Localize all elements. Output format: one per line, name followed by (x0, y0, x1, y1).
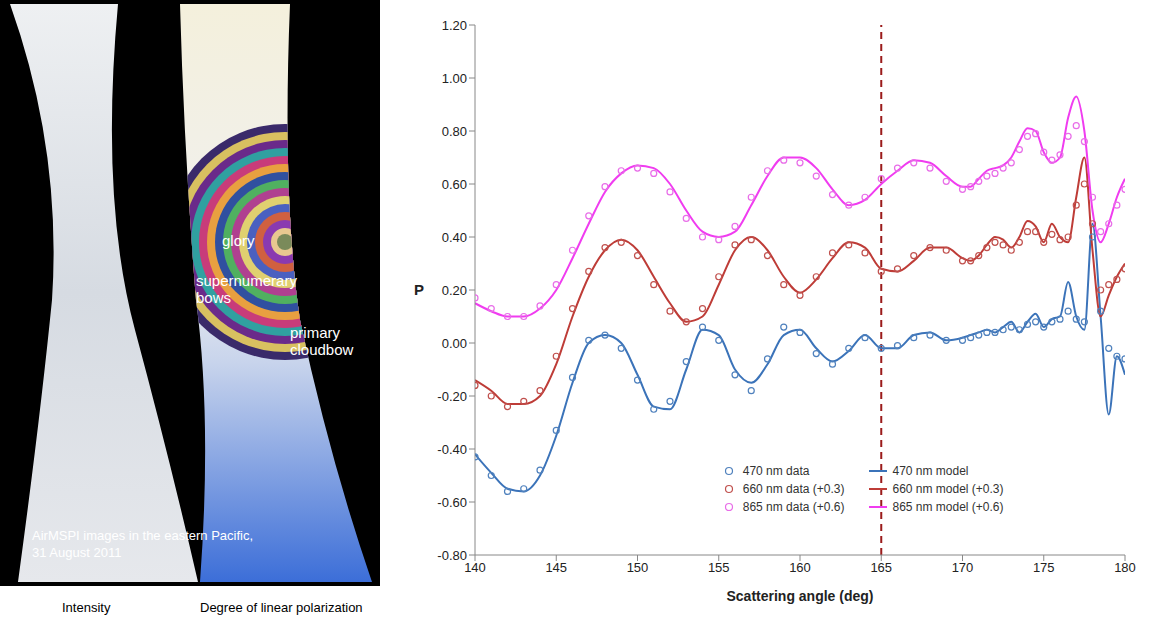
svg-text:-0.60: -0.60 (437, 495, 467, 510)
svg-text:cloudbow: cloudbow (290, 341, 354, 358)
svg-text:AirMSPI images in the eastern: AirMSPI images in the eastern Pacific, (32, 528, 253, 543)
svg-text:supernumerary: supernumerary (196, 272, 297, 289)
svg-text:-0.80: -0.80 (437, 548, 467, 563)
svg-text:165: 165 (870, 560, 892, 575)
svg-text:140: 140 (464, 560, 486, 575)
svg-text:160: 160 (789, 560, 811, 575)
html-text:470 nm model: 470 nm model (892, 464, 969, 479)
svg-text:1.20: 1.20 (442, 18, 467, 33)
svg-text:0.80: 0.80 (442, 124, 467, 139)
svg-text:155: 155 (708, 560, 730, 575)
html-text:865 nm model (+0.6): 865 nm model (+0.6) (892, 500, 1004, 515)
html-text:470 nm data: 470 nm data (742, 464, 810, 479)
svg-text:0.40: 0.40 (442, 230, 467, 245)
svg-text:-0.40: -0.40 (437, 442, 467, 457)
svg-text:bows: bows (196, 289, 231, 306)
svg-text:0.60: 0.60 (442, 177, 467, 192)
svg-text:-0.20: -0.20 (437, 389, 467, 404)
svg-text:Intensity: Intensity (62, 600, 111, 615)
svg-text:Degree of linear polarization: Degree of linear polarization (200, 600, 363, 615)
svg-text:180: 180 (1114, 560, 1136, 575)
svg-text:145: 145 (545, 560, 567, 575)
svg-text:0.20: 0.20 (442, 283, 467, 298)
svg-text:1.00: 1.00 (442, 71, 467, 86)
svg-text:170: 170 (952, 560, 974, 575)
svg-text:Scattering angle (deg): Scattering angle (deg) (726, 588, 873, 604)
svg-text:31 August 2011: 31 August 2011 (32, 545, 121, 560)
svg-text:glory: glory (222, 232, 255, 249)
svg-text:0.00: 0.00 (442, 336, 467, 351)
html-text:865 nm data (+0.6): 865 nm data (+0.6) (742, 500, 845, 515)
html-text:660 nm data (+0.3): 660 nm data (+0.3) (742, 482, 845, 497)
svg-text:150: 150 (627, 560, 649, 575)
svg-text:175: 175 (1033, 560, 1055, 575)
html-text:660 nm model (+0.3): 660 nm model (+0.3) (892, 482, 1004, 497)
svg-text:primary: primary (290, 324, 341, 341)
svg-text:P: P (414, 281, 424, 298)
